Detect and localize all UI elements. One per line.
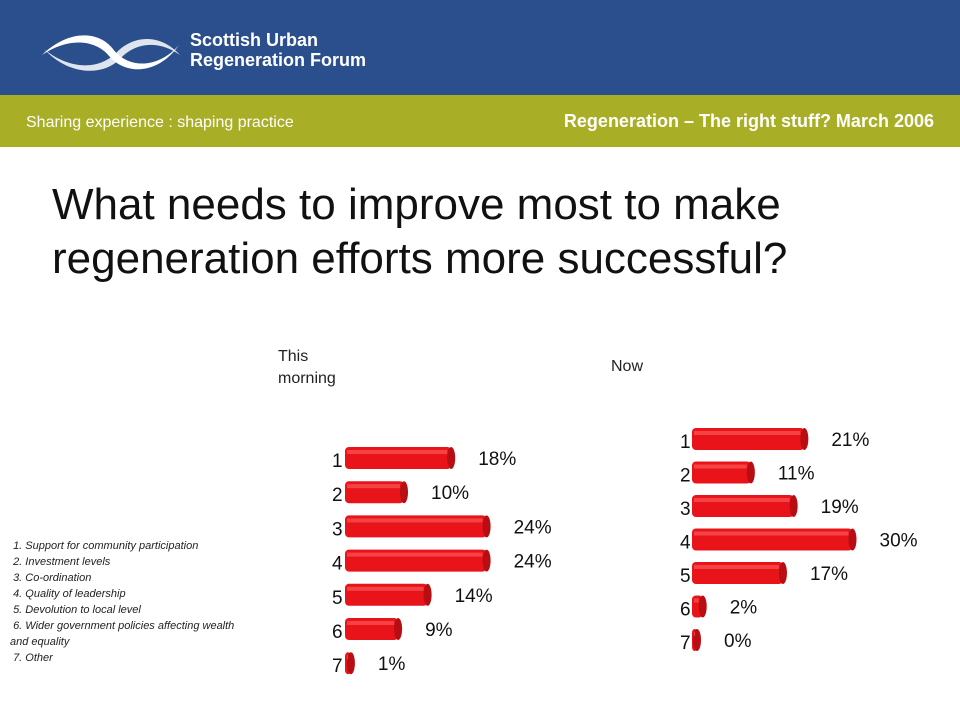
legend-item: 2. Investment levels (10, 556, 111, 568)
bar-end-cap (746, 461, 755, 484)
category-label: 7 (332, 656, 343, 677)
category-label: 6 (680, 600, 691, 621)
bar-highlight (694, 498, 790, 502)
value-label: 2% (730, 598, 758, 619)
category-label: 4 (680, 533, 691, 554)
value-label: 9% (425, 620, 453, 641)
category-label: 7 (680, 633, 691, 654)
category-label: 2 (332, 485, 343, 506)
value-label: 24% (514, 517, 552, 538)
legend-item: 5. Devolution to local level (10, 604, 141, 616)
value-label: 24% (514, 552, 552, 573)
bar-end-cap (848, 528, 857, 551)
tagline-band (0, 95, 960, 147)
tagline: Sharing experience : shaping practice (26, 114, 294, 131)
value-label: 17% (810, 564, 848, 585)
legend-item: 4. Quality of leadership (10, 588, 126, 600)
bar-end-cap (789, 495, 798, 517)
category-label: 3 (680, 499, 691, 520)
page-title-line1: What needs to improve most to make (52, 180, 781, 229)
legend-item: 6. Wider government policies affecting w… (10, 620, 238, 648)
bar-end-cap (698, 595, 707, 618)
header-banner (0, 0, 960, 95)
bar-highlight (347, 621, 395, 625)
bar-end-cap (482, 515, 491, 538)
bar-highlight (694, 632, 695, 636)
chart-title-now: Now (611, 358, 644, 375)
page-title: What needs to improve most to make regen… (52, 178, 932, 286)
bar-end-cap (778, 562, 787, 584)
category-label: 2 (680, 466, 691, 487)
bar-end-cap (482, 549, 491, 572)
value-label: 11% (778, 464, 815, 485)
category-label: 5 (332, 588, 343, 609)
value-label: 10% (431, 483, 469, 504)
category-label: 6 (332, 622, 343, 643)
bar-highlight (694, 598, 699, 603)
org-name-line1: Scottish Urban (190, 30, 319, 50)
category-label: 1 (680, 432, 691, 453)
value-label: 0% (724, 631, 752, 652)
bar-end-cap (346, 652, 355, 675)
org-name: Scottish Urban Regeneration Forum (190, 30, 366, 70)
value-label: 18% (478, 449, 516, 470)
category-label: 1 (332, 451, 343, 472)
legend-item: 3. Co-ordination (10, 572, 92, 584)
category-label: 4 (332, 554, 343, 575)
chart-title-this-morning: This morning (278, 348, 336, 387)
value-label: 21% (831, 430, 869, 451)
bar-end-cap (394, 618, 403, 640)
category-label: 3 (332, 519, 343, 540)
category-label: 5 (680, 566, 691, 587)
legend-item: 1. Support for community participation (10, 540, 199, 552)
bar-highlight (347, 484, 400, 489)
bar-end-cap (800, 428, 809, 450)
bar-highlight (347, 655, 348, 660)
chart-now: 1 21% 2 11% 3 19% 4 30% 5 17% 6 2% 7 0% (680, 428, 918, 654)
chart-this-morning: 1 18% 2 10% 3 24% 4 24% 5 14% 6 9% 7 1% (332, 447, 552, 677)
value-label: 14% (455, 586, 493, 607)
legend-item: 7. Other (10, 652, 53, 664)
bar-end-cap (423, 583, 432, 606)
value-label: 1% (378, 654, 406, 675)
bar-highlight (694, 431, 801, 435)
value-label: 19% (821, 497, 859, 518)
chart-legend: 1. Support for community participation 2… (10, 538, 250, 666)
forum-logo-icon (42, 35, 180, 71)
value-label: 30% (880, 531, 918, 552)
bar-highlight (347, 586, 424, 591)
bar-highlight (347, 450, 448, 454)
bar-highlight (347, 552, 483, 557)
bar-highlight (347, 518, 483, 523)
bar-highlight (694, 565, 779, 569)
page-title-line2: regeneration efforts more successful? (52, 234, 788, 283)
bar-end-cap (400, 481, 408, 504)
bar-highlight (694, 531, 849, 536)
bar-end-cap (447, 447, 456, 469)
org-name-line2: Regeneration Forum (190, 50, 367, 70)
event-title: Regeneration – The right stuff? March 20… (563, 111, 934, 131)
bar-highlight (694, 464, 747, 469)
